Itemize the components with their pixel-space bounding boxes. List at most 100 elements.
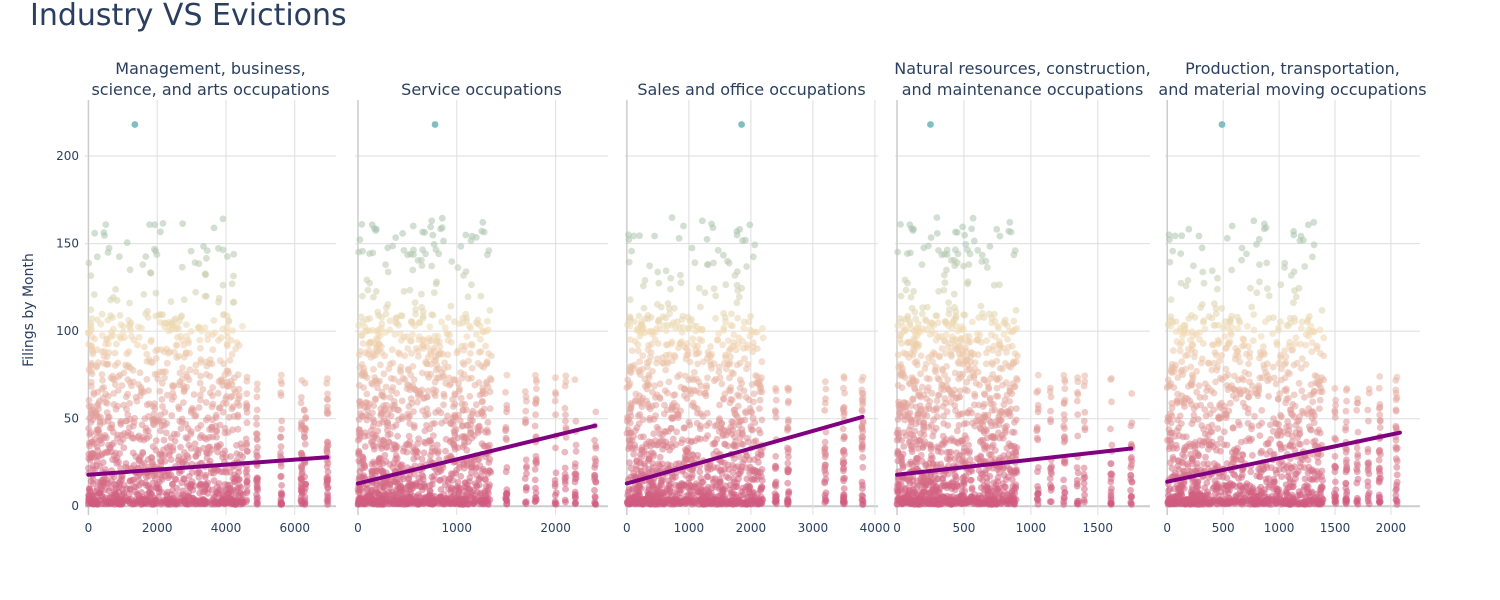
scatter-point [450, 403, 457, 410]
scatter-point [430, 386, 437, 393]
scatter-point [399, 230, 406, 237]
scatter-point [104, 479, 112, 487]
scatter-point [405, 367, 412, 374]
scatter-point [173, 431, 181, 438]
scatter-point [253, 421, 260, 428]
scatter-point [301, 440, 309, 448]
scatter-points [893, 214, 1136, 508]
scatter-point [108, 424, 116, 432]
scatter-point [646, 262, 653, 270]
scatter-point [571, 478, 579, 486]
scatter-point [102, 361, 110, 368]
scatter-point [190, 391, 198, 398]
scatter-point [163, 359, 171, 367]
scatter-point [478, 410, 485, 417]
outlier-point [431, 121, 439, 128]
scatter-point [201, 324, 209, 331]
scatter-point [383, 304, 390, 311]
scatter-point [383, 444, 390, 451]
scatter-point [223, 323, 231, 331]
scatter-point [531, 476, 539, 484]
scatter-point [382, 261, 389, 268]
scatter-point [441, 324, 449, 332]
scatter-point [626, 336, 634, 343]
scatter-point [421, 427, 429, 435]
scatter-point [386, 326, 394, 334]
scatter-point [458, 375, 466, 382]
scatter-point [160, 436, 168, 444]
scatter-point [741, 500, 749, 507]
scatter-point [710, 499, 718, 506]
scatter-point [372, 432, 379, 439]
x-tick-label: 4000 [860, 521, 891, 535]
scatter-point [243, 447, 251, 455]
scatter-point [744, 438, 752, 446]
scatter-point [1001, 320, 1009, 327]
scatter-point [467, 350, 474, 357]
scatter-point [728, 369, 736, 376]
scatter-point [461, 479, 469, 486]
scatter-point [174, 491, 182, 499]
scatter-point [175, 352, 183, 360]
scatter-point [359, 497, 367, 505]
scatter-point [714, 246, 722, 254]
scatter-point [442, 417, 450, 425]
scatter-point [592, 478, 600, 486]
scatter-point [772, 492, 780, 500]
scatter-point [772, 396, 780, 404]
scatter-point [229, 327, 237, 334]
scatter-point [191, 259, 199, 266]
scatter-point [707, 343, 714, 350]
scatter-point [633, 424, 641, 432]
scatter-point [123, 417, 131, 425]
scatter-point [486, 405, 494, 412]
scatter-point [444, 336, 452, 344]
scatter-point [149, 359, 156, 366]
scatter-point [145, 432, 153, 440]
scatter-point [400, 288, 408, 295]
scatter-point [144, 482, 152, 490]
scatter-point [185, 376, 193, 384]
scatter-point [696, 468, 704, 476]
scatter-point [364, 350, 372, 358]
scatter-point [464, 375, 472, 383]
scatter-point [651, 336, 659, 343]
scatter-point [432, 409, 439, 416]
scatter-point [298, 394, 305, 401]
scatter-point [382, 383, 390, 391]
scatter-point [448, 258, 456, 265]
scatter-point [192, 412, 200, 419]
scatter-point [751, 328, 759, 336]
scatter-point [253, 393, 261, 401]
scatter-point [135, 333, 143, 341]
scatter-point [859, 428, 867, 435]
scatter-point [682, 455, 689, 463]
scatter-point [756, 405, 763, 412]
scatter-point [85, 402, 93, 410]
scatter-point [87, 326, 95, 334]
scatter-point [703, 473, 711, 480]
scatter-point [503, 464, 511, 471]
scatter-point [355, 473, 363, 481]
scatter-point [649, 460, 657, 467]
scatter-point [243, 419, 251, 427]
scatter-point [678, 329, 686, 336]
scatter-point [209, 486, 216, 494]
scatter-point [1081, 426, 1089, 434]
scatter-point [253, 414, 260, 422]
scatter-point [735, 496, 743, 504]
subplot-title: Service occupations [401, 80, 562, 99]
scatter-point [415, 352, 422, 360]
scatter-point [405, 493, 413, 500]
scatter-point [435, 250, 443, 258]
scatter-point [202, 399, 210, 406]
scatter-point [400, 496, 408, 504]
scatter-point [822, 395, 829, 403]
scatter-point [400, 247, 408, 254]
scatter-point [551, 497, 559, 505]
scatter-point [437, 467, 445, 475]
scatter-point [191, 440, 199, 448]
scatter-point [639, 394, 647, 402]
scatter-point [420, 345, 427, 352]
scatter-point [222, 395, 230, 403]
